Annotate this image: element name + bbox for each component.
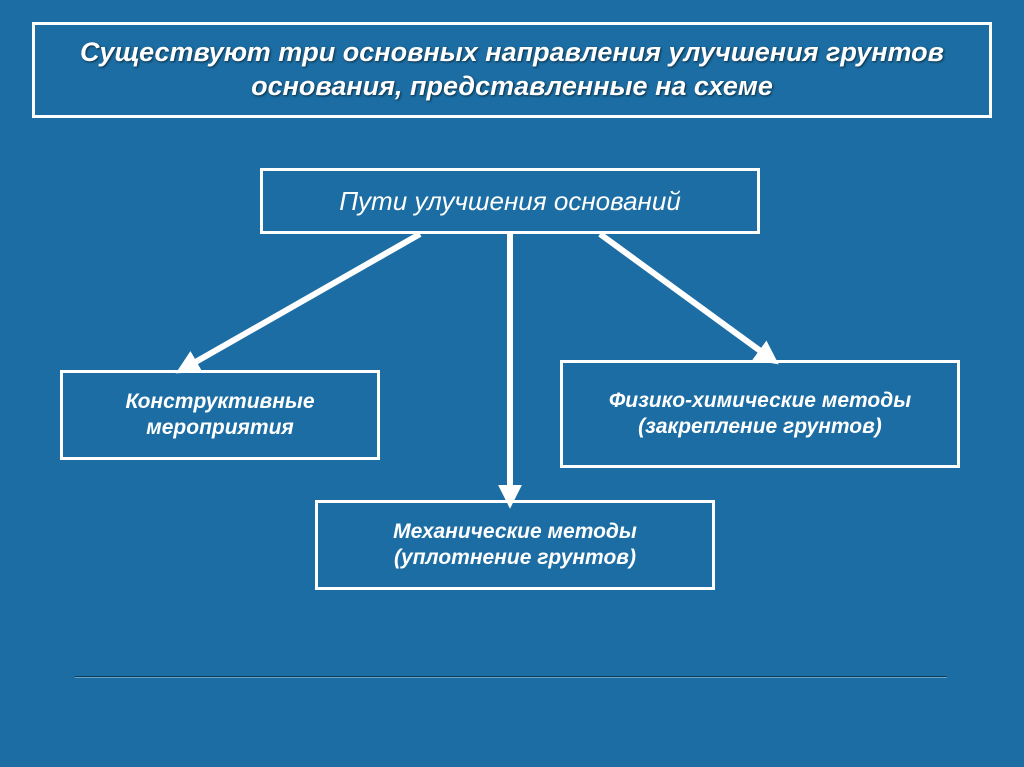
footer-divider [75,676,947,678]
diagram-right-label: Физико-химические методы(закрепление гру… [609,388,911,441]
diagram-bottom-node: Механические методы(уплотнение грунтов) [315,500,715,590]
diagram-root-label: Пути улучшения оснований [339,185,681,218]
slide-title-text: Существуют три основных направления улуч… [65,36,959,104]
slide-title: Существуют три основных направления улуч… [32,22,992,118]
slide-stage: Существуют три основных направления улуч… [0,0,1024,767]
diagram-bottom-label: Механические методы(уплотнение грунтов) [393,519,637,572]
diagram-root-node: Пути улучшения оснований [260,168,760,234]
diagram-left-node: Конструктивные мероприятия [60,370,380,460]
diagram-right-node: Физико-химические методы(закрепление гру… [560,360,960,468]
diagram-left-label: Конструктивные мероприятия [77,389,363,442]
